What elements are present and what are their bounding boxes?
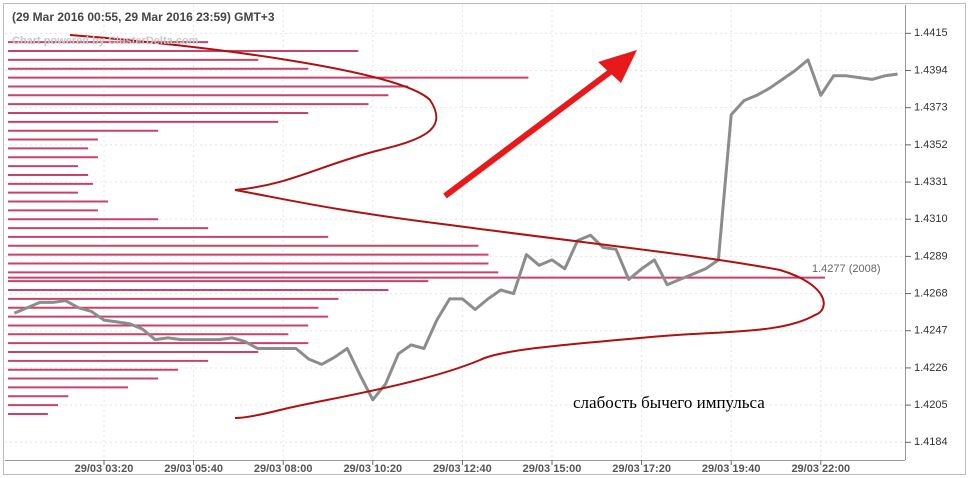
x-tick-label: 29/03 03:20 <box>75 463 134 475</box>
chart-title: (29 Mar 2016 00:55, 29 Mar 2016 23:59) G… <box>12 10 275 24</box>
price-line <box>13 58 898 402</box>
arrow <box>443 63 620 199</box>
volume-profile <box>8 41 825 415</box>
x-tick-label: 29/03 19:40 <box>702 463 761 475</box>
x-tick-label: 29/03 15:00 <box>523 463 582 475</box>
x-tick-label: 29/03 22:00 <box>791 463 850 475</box>
y-tick-label: 1.4184 <box>914 436 948 448</box>
x-tick-label: 29/03 05:40 <box>164 463 223 475</box>
y-tick-label: 1.4331 <box>914 176 948 188</box>
annotation: слабость бычего импульса <box>573 393 765 412</box>
poc-label: 1.4277 (2008) <box>812 263 881 275</box>
x-tick-label: 29/03 12:40 <box>433 463 492 475</box>
x-tick-label: 29/03 08:00 <box>254 463 313 475</box>
profile-outline <box>69 34 825 419</box>
x-tick-label: 29/03 17:20 <box>612 463 671 475</box>
arrow-head <box>598 50 637 83</box>
y-tick-label: 1.4415 <box>914 27 948 39</box>
y-tick-label: 1.4247 <box>914 325 948 337</box>
y-tick-label: 1.4310 <box>914 213 948 225</box>
x-tick-label: 29/03 10:20 <box>343 463 402 475</box>
y-tick-label: 1.4394 <box>914 64 948 76</box>
y-tick-label: 1.4268 <box>914 287 948 299</box>
y-tick-label: 1.4352 <box>914 139 948 151</box>
price <box>13 58 898 402</box>
chart-subtitle: Chart powered by ClusterDelta.com <box>12 35 199 47</box>
y-tick-label: 1.4289 <box>914 250 948 262</box>
y-tick-label: 1.4373 <box>914 102 948 114</box>
chart-frame <box>3 3 966 475</box>
y-tick-label: 1.4205 <box>914 399 948 411</box>
y-tick-label: 1.4226 <box>914 362 948 374</box>
